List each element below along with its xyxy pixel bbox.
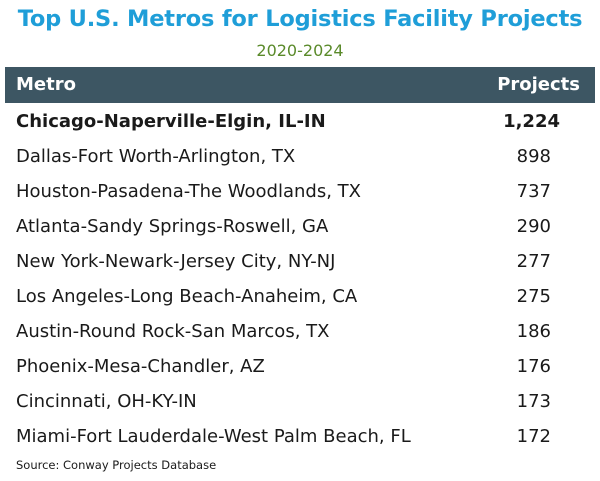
metro-name: Los Angeles-Long Beach-Anaheim, CA — [16, 286, 358, 307]
table-row: Houston-Pasadena-The Woodlands, TX 737 — [5, 174, 595, 209]
table-row: Dallas-Fort Worth-Arlington, TX 898 — [5, 139, 595, 174]
header-projects: Projects — [497, 74, 580, 95]
table-row: Cincinnati, OH-KY-IN 173 — [5, 384, 595, 419]
source-note: Source: Conway Projects Database — [16, 458, 217, 472]
metro-name: Houston-Pasadena-The Woodlands, TX — [16, 181, 361, 202]
metro-name: Austin-Round Rock-San Marcos, TX — [16, 321, 330, 342]
metro-name: Atlanta-Sandy Springs-Roswell, GA — [16, 216, 329, 237]
metro-name: New York-Newark-Jersey City, NY-NJ — [16, 251, 336, 272]
project-count: 898 — [516, 146, 551, 167]
project-count: 275 — [516, 286, 551, 307]
project-count: 172 — [516, 426, 551, 447]
table-row: Phoenix-Mesa-Chandler, AZ 176 — [5, 349, 595, 384]
chart-title: Top U.S. Metros for Logistics Facility P… — [17, 6, 583, 32]
project-count: 737 — [516, 181, 551, 202]
project-count: 186 — [516, 321, 551, 342]
project-count: 176 — [516, 356, 551, 377]
table-header: Metro Projects — [5, 67, 595, 103]
table-row: Los Angeles-Long Beach-Anaheim, CA 275 — [5, 279, 595, 314]
metro-name: Cincinnati, OH-KY-IN — [16, 391, 197, 412]
table-body: Chicago-Naperville-Elgin, IL-IN 1,224 Dall… — [5, 104, 595, 454]
table-row: Austin-Round Rock-San Marcos, TX 186 — [5, 314, 595, 349]
metro-name: Phoenix-Mesa-Chandler, AZ — [16, 356, 265, 377]
project-count: 1,224 — [503, 111, 560, 132]
header-metro: Metro — [16, 74, 76, 95]
project-count: 277 — [516, 251, 551, 272]
table-row: Atlanta-Sandy Springs-Roswell, GA 290 — [5, 209, 595, 244]
table-row: New York-Newark-Jersey City, NY-NJ 277 — [5, 244, 595, 279]
metro-name: Chicago-Naperville-Elgin, IL-IN — [16, 111, 326, 132]
project-count: 173 — [516, 391, 551, 412]
table-row: Miami-Fort Lauderdale-West Palm Beach, F… — [5, 419, 595, 454]
chart-subtitle: 2020-2024 — [256, 41, 344, 60]
table-row: Chicago-Naperville-Elgin, IL-IN 1,224 — [5, 104, 595, 139]
project-count: 290 — [516, 216, 551, 237]
metro-name: Miami-Fort Lauderdale-West Palm Beach, F… — [16, 426, 411, 447]
metro-name: Dallas-Fort Worth-Arlington, TX — [16, 146, 296, 167]
